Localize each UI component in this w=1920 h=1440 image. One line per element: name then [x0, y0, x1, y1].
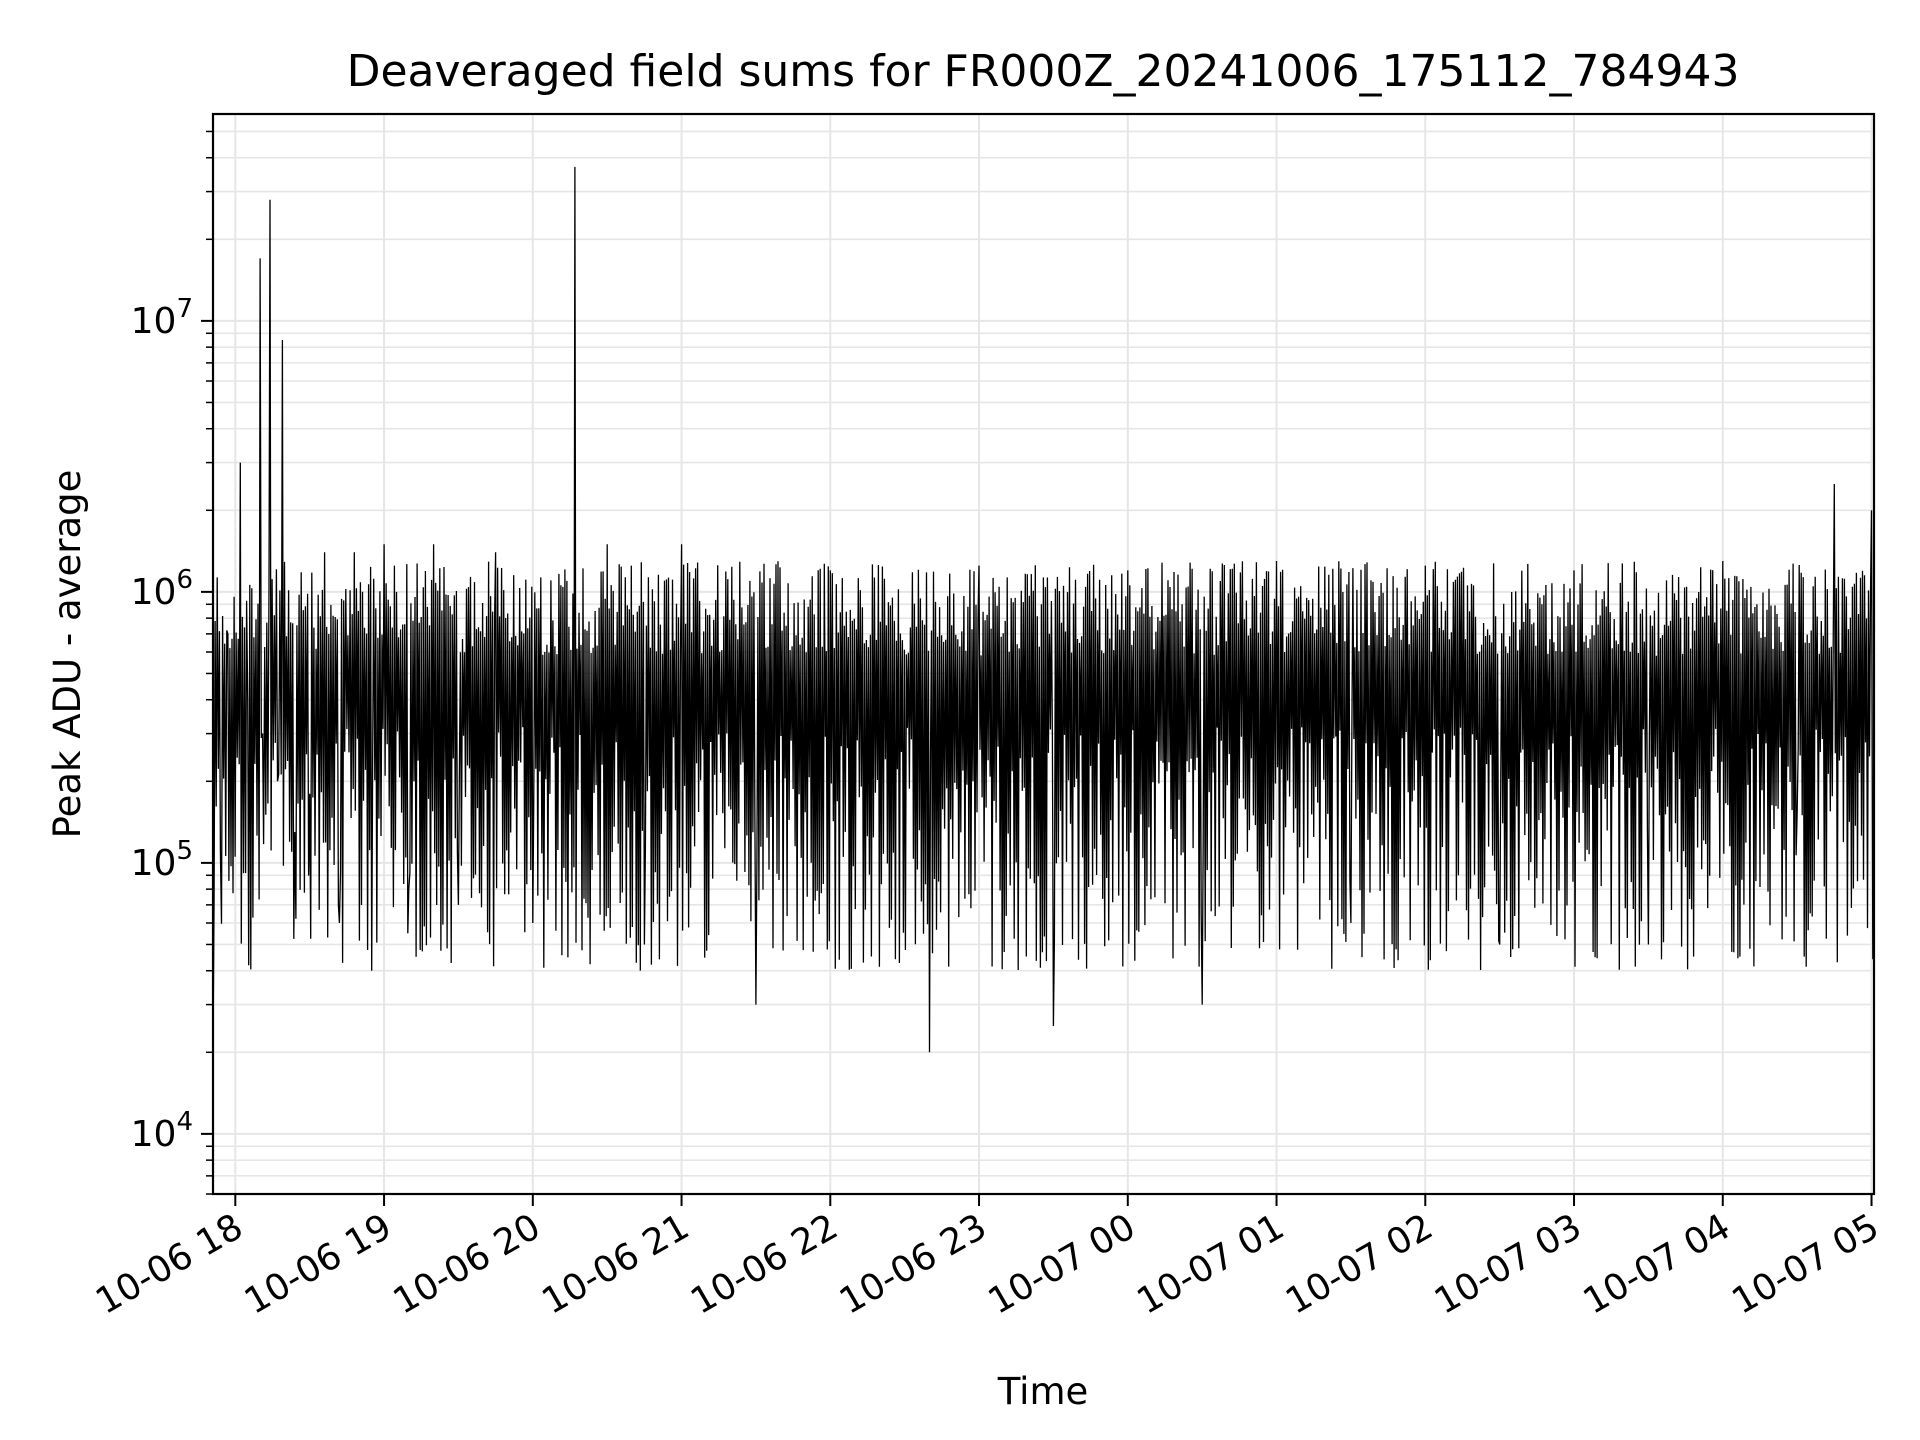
y-tick-base: 10	[131, 301, 177, 342]
x-axis-label: Time	[997, 1370, 1089, 1413]
y-tick-label: 107	[131, 294, 193, 342]
y-tick-base: 10	[131, 843, 177, 884]
y-tick-exponent: 4	[176, 1107, 193, 1137]
series-line	[212, 166, 1875, 1053]
y-tick-exponent: 6	[176, 565, 193, 595]
y-axis-label: Peak ADU - average	[46, 470, 89, 839]
y-tick-exponent: 7	[176, 294, 193, 324]
chart-title: Deaveraged field sums for FR000Z_2024100…	[347, 46, 1740, 97]
y-tick-base: 10	[131, 1114, 177, 1155]
y-tick-label: 106	[131, 565, 193, 613]
y-tick-label: 104	[131, 1107, 193, 1155]
plot-frame	[211, 112, 1876, 1196]
y-tick-exponent: 5	[176, 836, 193, 866]
y-tick-label: 105	[131, 836, 193, 884]
y-tick-base: 10	[131, 572, 177, 613]
plot-line-group	[212, 166, 1875, 1053]
